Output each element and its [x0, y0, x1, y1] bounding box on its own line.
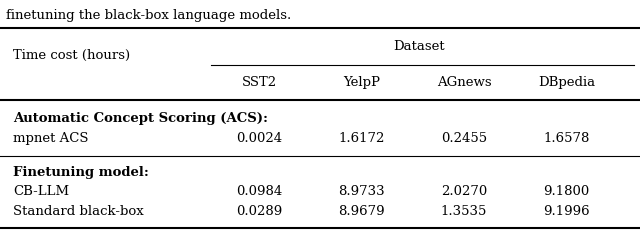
Text: mpnet ACS: mpnet ACS — [13, 131, 88, 144]
Text: 1.3535: 1.3535 — [441, 204, 487, 217]
Text: 1.6578: 1.6578 — [543, 131, 589, 144]
Text: SST2: SST2 — [242, 76, 276, 88]
Text: Time cost (hours): Time cost (hours) — [13, 49, 130, 62]
Text: YelpP: YelpP — [343, 76, 380, 88]
Text: finetuning the black-box language models.: finetuning the black-box language models… — [6, 9, 292, 22]
Text: 9.1996: 9.1996 — [543, 204, 589, 217]
Text: 0.0984: 0.0984 — [236, 184, 282, 197]
Text: CB-LLM: CB-LLM — [13, 184, 69, 197]
Text: 8.9679: 8.9679 — [339, 204, 385, 217]
Text: 9.1800: 9.1800 — [543, 184, 589, 197]
Text: Standard black-box: Standard black-box — [13, 204, 143, 217]
Text: DBpedia: DBpedia — [538, 76, 595, 88]
Text: 8.9733: 8.9733 — [339, 184, 385, 197]
Text: 0.0289: 0.0289 — [236, 204, 282, 217]
Text: 2.0270: 2.0270 — [441, 184, 487, 197]
Text: 0.0024: 0.0024 — [236, 131, 282, 144]
Text: AGnews: AGnews — [436, 76, 492, 88]
Text: Finetuning model:: Finetuning model: — [13, 166, 148, 179]
Text: Dataset: Dataset — [394, 40, 445, 53]
Text: 0.2455: 0.2455 — [441, 131, 487, 144]
Text: 1.6172: 1.6172 — [339, 131, 385, 144]
Text: Automatic Concept Scoring (ACS):: Automatic Concept Scoring (ACS): — [13, 111, 268, 124]
